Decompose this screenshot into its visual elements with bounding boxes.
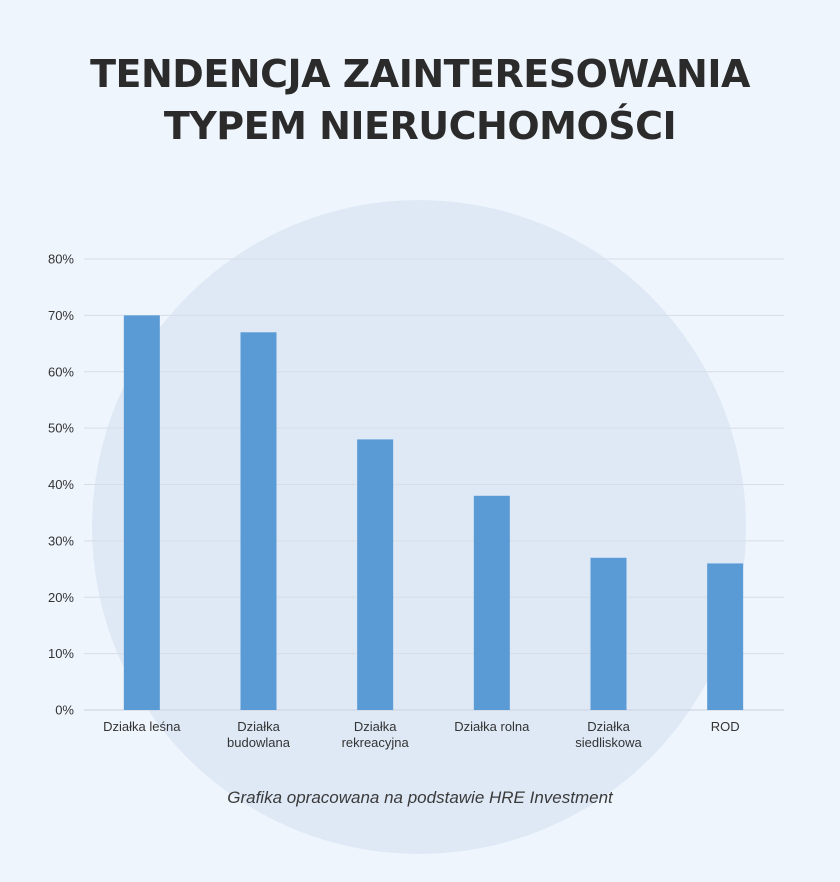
x-category-label: Działka rolna bbox=[454, 719, 530, 734]
y-tick-label: 70% bbox=[48, 308, 74, 323]
bar bbox=[707, 563, 744, 710]
bar bbox=[357, 439, 394, 710]
y-tick-label: 10% bbox=[48, 646, 74, 661]
source-caption: Grafika opracowana na podstawie HRE Inve… bbox=[227, 788, 613, 807]
y-tick-label: 30% bbox=[48, 533, 74, 548]
bar bbox=[473, 495, 510, 710]
y-tick-label: 50% bbox=[48, 421, 74, 436]
x-category-label: Działka budowlana bbox=[227, 719, 291, 750]
title-line-2: TYPEM NIERUCHOMOŚCI bbox=[163, 104, 677, 148]
bar bbox=[590, 557, 627, 710]
x-category-label: Działka rekreacyjna bbox=[342, 719, 410, 750]
y-tick-label: 60% bbox=[48, 364, 74, 379]
title-line-1: TENDENCJA ZAINTERESOWANIA bbox=[90, 52, 750, 96]
x-category-label: ROD bbox=[711, 719, 740, 734]
y-tick-label: 0% bbox=[55, 703, 74, 718]
background-circle bbox=[92, 200, 746, 854]
x-category-label: Działka siedliskowa bbox=[575, 719, 642, 750]
y-tick-label: 20% bbox=[48, 590, 74, 605]
page-title: TENDENCJA ZAINTERESOWANIA TYPEM NIERUCHO… bbox=[0, 48, 840, 152]
x-category-label: Działka leśna bbox=[103, 719, 181, 734]
y-tick-label: 80% bbox=[48, 252, 74, 267]
bar bbox=[123, 315, 160, 710]
bar bbox=[240, 332, 277, 710]
y-tick-label: 40% bbox=[48, 477, 74, 492]
